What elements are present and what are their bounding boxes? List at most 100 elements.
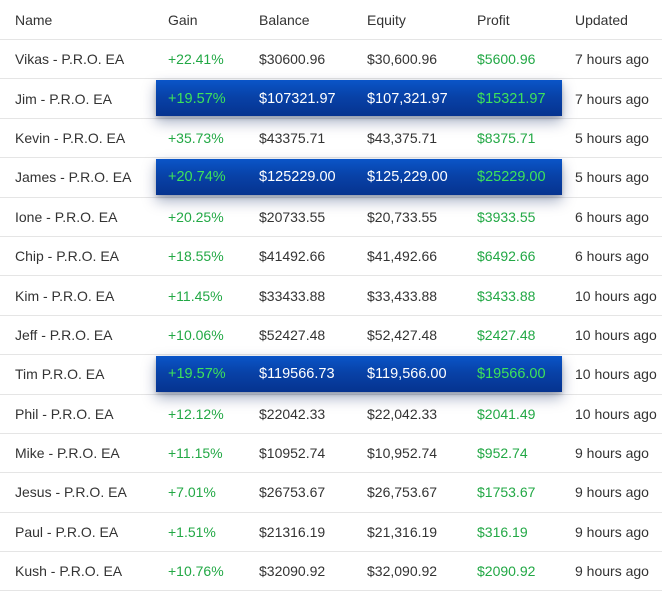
- account-name: Tim P.R.O. EA: [15, 366, 105, 383]
- balance-value: $107321.97: [259, 90, 336, 107]
- updated-value: 6 hours ago: [575, 208, 649, 225]
- profit-value: $8375.71: [477, 129, 536, 146]
- column-header-name[interactable]: Name: [15, 11, 53, 28]
- gain-value: +18.55%: [168, 248, 224, 265]
- gain-value: +10.06%: [168, 326, 224, 343]
- column-header-equity[interactable]: Equity: [367, 11, 406, 28]
- profit-value: $15321.97: [477, 90, 546, 107]
- gain-value: +20.74%: [168, 169, 226, 186]
- column-header-balance[interactable]: Balance: [259, 11, 310, 28]
- account-name: Kim - P.R.O. EA: [15, 287, 115, 304]
- table-row[interactable]: Ione - P.R.O. EA +20.25% $20733.55 $20,733.…: [0, 198, 662, 237]
- table-row[interactable]: Kim - P.R.O. EA +11.45% $33433.88 $33,433.8…: [0, 276, 662, 316]
- table-row[interactable]: James - P.R.O. EA +20.74% $125229.00 $125,2…: [0, 158, 662, 198]
- gain-value: +19.57%: [168, 366, 226, 383]
- updated-value: 9 hours ago: [575, 523, 649, 540]
- table-row[interactable]: Jeff - P.R.O. EA +10.06% $52427.48 $52,427.…: [0, 316, 662, 356]
- table-row[interactable]: Jesus - P.R.O. EA +7.01% $26753.67 $26,753.…: [0, 473, 662, 513]
- equity-value: $21,316.19: [367, 523, 438, 540]
- profit-value: $25229.00: [477, 169, 546, 186]
- balance-value: $125229.00: [259, 169, 336, 186]
- table-row[interactable]: Vikas - P.R.O. EA +22.41% $30600.96 $30,600…: [0, 40, 662, 80]
- equity-value: $20,733.55: [367, 208, 438, 225]
- account-name: Kush - P.R.O. EA: [15, 563, 123, 580]
- updated-value: 7 hours ago: [575, 51, 649, 68]
- updated-value: 5 hours ago: [575, 169, 649, 186]
- profit-value: $2427.48: [477, 326, 536, 343]
- table-header-row: Name Gain Balance Equity Profit Updated: [0, 0, 662, 40]
- table-body: Vikas - P.R.O. EA +22.41% $30600.96 $30,600…: [0, 40, 662, 592]
- account-name: James - P.R.O. EA: [15, 169, 132, 186]
- gain-value: +11.15%: [168, 445, 223, 462]
- updated-value: 9 hours ago: [575, 563, 649, 580]
- updated-value: 9 hours ago: [575, 445, 649, 462]
- profit-value: $952.74: [477, 445, 528, 462]
- table-row[interactable]: Jim - P.R.O. EA +19.57% $107321.97 $107,321…: [0, 79, 662, 119]
- equity-value: $125,229.00: [367, 169, 448, 186]
- profit-value: $5600.96: [477, 51, 536, 68]
- table-row[interactable]: Tim P.R.O. EA +19.57% $119566.73 $119,566.0…: [0, 355, 662, 395]
- profit-value: $3933.55: [477, 208, 536, 225]
- account-name: Chip - P.R.O. EA: [15, 248, 120, 265]
- table-row[interactable]: Chip - P.R.O. EA +18.55% $41492.66 $41,492.…: [0, 237, 662, 277]
- account-name: Paul - P.R.O. EA: [15, 523, 119, 540]
- profit-value: $19566.00: [477, 366, 546, 383]
- equity-value: $43,375.71: [367, 129, 438, 146]
- profit-value: $1753.67: [477, 484, 536, 501]
- account-name: Kevin - P.R.O. EA: [15, 129, 126, 146]
- updated-value: 6 hours ago: [575, 248, 649, 265]
- gain-value: +12.12%: [168, 405, 224, 422]
- balance-value: $32090.92: [259, 563, 326, 580]
- balance-value: $30600.96: [259, 51, 326, 68]
- equity-value: $10,952.74: [367, 445, 438, 462]
- table-row[interactable]: Mike - P.R.O. EA +11.15% $10952.74 $10,952.…: [0, 434, 662, 474]
- profit-value: $3433.88: [477, 287, 536, 304]
- balance-value: $26753.67: [259, 484, 326, 501]
- updated-value: 7 hours ago: [575, 90, 649, 107]
- balance-value: $22042.33: [259, 405, 326, 422]
- account-name: Vikas - P.R.O. EA: [15, 51, 125, 68]
- highlight-band: [156, 356, 562, 393]
- balance-value: $21316.19: [259, 523, 326, 540]
- profit-value: $6492.66: [477, 248, 536, 265]
- table-row[interactable]: Kush - P.R.O. EA +10.76% $32090.92 $32,090.…: [0, 552, 662, 592]
- table-row[interactable]: Kevin - P.R.O. EA +35.73% $43375.71 $43,375…: [0, 119, 662, 159]
- account-name: Mike - P.R.O. EA: [15, 445, 120, 462]
- account-name: Phil - P.R.O. EA: [15, 405, 114, 422]
- equity-value: $32,090.92: [367, 563, 438, 580]
- equity-value: $52,427.48: [367, 326, 438, 343]
- highlight-band: [156, 80, 562, 117]
- updated-value: 10 hours ago: [575, 326, 657, 343]
- gain-value: +7.01%: [168, 484, 216, 501]
- gain-value: +22.41%: [168, 51, 224, 68]
- gain-value: +19.57%: [168, 90, 226, 107]
- column-header-profit[interactable]: Profit: [477, 11, 510, 28]
- account-name: Jim - P.R.O. EA: [15, 90, 112, 107]
- equity-value: $33,433.88: [367, 287, 438, 304]
- balance-value: $43375.71: [259, 129, 326, 146]
- balance-value: $20733.55: [259, 208, 326, 225]
- updated-value: 5 hours ago: [575, 129, 649, 146]
- account-name: Jesus - P.R.O. EA: [15, 484, 127, 501]
- updated-value: 10 hours ago: [575, 287, 657, 304]
- equity-value: $30,600.96: [367, 51, 438, 68]
- updated-value: 9 hours ago: [575, 484, 649, 501]
- column-header-gain[interactable]: Gain: [168, 11, 198, 28]
- gain-value: +1.51%: [168, 523, 216, 540]
- gain-value: +10.76%: [168, 563, 224, 580]
- balance-value: $52427.48: [259, 326, 326, 343]
- table-row[interactable]: Phil - P.R.O. EA +12.12% $22042.33 $22,042.…: [0, 395, 662, 434]
- balance-value: $41492.66: [259, 248, 326, 265]
- profit-value: $316.19: [477, 523, 528, 540]
- highlight-band: [156, 159, 562, 196]
- equity-value: $119,566.00: [367, 366, 447, 383]
- table-row[interactable]: Paul - P.R.O. EA +1.51% $21316.19 $21,316.1…: [0, 513, 662, 553]
- equity-value: $107,321.97: [367, 90, 448, 107]
- column-header-updated[interactable]: Updated: [575, 11, 628, 28]
- balance-value: $119566.73: [259, 366, 335, 383]
- account-name: Jeff - P.R.O. EA: [15, 326, 113, 343]
- profit-value: $2090.92: [477, 563, 536, 580]
- balance-value: $33433.88: [259, 287, 326, 304]
- updated-value: 10 hours ago: [575, 405, 657, 422]
